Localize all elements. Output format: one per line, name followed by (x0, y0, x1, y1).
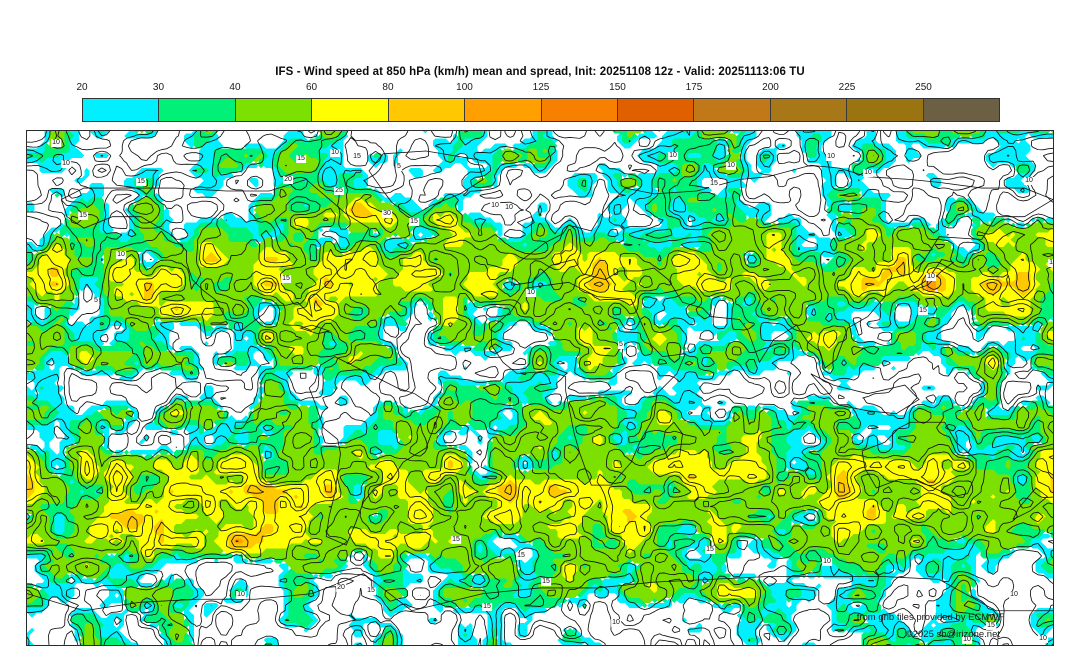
wind-band-60 (27, 197, 1053, 645)
contour-label: 5 (396, 163, 402, 171)
contour-label: 15 (709, 180, 719, 188)
spread-contour-5 (27, 131, 1053, 645)
colorbar-band-80 (388, 99, 466, 121)
contour-label: 10 (962, 636, 972, 644)
contour-label: 20 (283, 176, 293, 184)
contour-label: 10 (236, 591, 246, 599)
contour-label: 10 (822, 558, 832, 566)
contour-label: 15 (541, 578, 551, 586)
colorbar-bands (82, 98, 1000, 122)
map-frame[interactable]: 10 10 15 10 5 15 20 15 10 5 25 30 15 10 10 15 10 10 15 10 10… (26, 130, 1054, 646)
contour-label: 5 (618, 341, 624, 349)
wind-band-40 (27, 131, 1053, 645)
map-field-svg (27, 131, 1053, 645)
spread-contour-30 (56, 283, 845, 543)
colorbar-band-250 (923, 99, 1000, 121)
spread-contour-15 (27, 131, 1053, 645)
colorbar-tick-100: 100 (456, 82, 473, 93)
colorbar-tick-250: 250 (915, 82, 932, 93)
contour-label: 15 (409, 218, 419, 226)
contour-label: 10 (490, 202, 500, 210)
contour-label: 10 (330, 149, 340, 157)
contour-label: 15 (136, 178, 146, 186)
contour-label: 10 (51, 139, 61, 147)
contour-label: 15 (451, 536, 461, 544)
contour-label: 10 (1009, 591, 1019, 599)
contour-label: 10 (504, 204, 514, 212)
colorbar-band-40 (235, 99, 313, 121)
contour-label: 5 (93, 297, 99, 305)
colorbar-tick-175: 175 (685, 82, 703, 93)
contour-label: 10 (526, 289, 536, 297)
contour-label: 10 (668, 152, 678, 160)
colorbar-tick-40: 40 (229, 82, 241, 93)
colorbar-band-200 (770, 99, 848, 121)
data-source-credit: from grib files provided by ECMWF (856, 612, 1004, 623)
contour-label: 10 (1048, 259, 1053, 267)
colorbar: 20 30 40 60 80 100 125 150 175 200 225 250 (76, 82, 1000, 122)
spread-contour-25 (27, 155, 1053, 569)
colorbar-band-100 (465, 99, 542, 121)
contour-label: 10 (726, 162, 736, 170)
colorbar-band-175 (694, 99, 771, 121)
contour-label: 15 (78, 212, 88, 220)
contour-label: 15 (516, 552, 526, 560)
colorbar-band-125 (541, 99, 618, 121)
contour-label: 10 (1038, 635, 1048, 643)
contour-label: 15 (296, 155, 306, 163)
spread-contour-10 (27, 131, 1053, 645)
colorbar-band-225 (847, 99, 924, 121)
contour-label: 10 (61, 160, 71, 168)
colorbar-tick-225: 225 (838, 82, 856, 93)
contour-label: 15 (918, 307, 928, 315)
copyright-notice: ©2025 sb@irizone.net (905, 629, 1000, 640)
contour-label: 10 (926, 273, 936, 281)
colorbar-tick-125: 125 (532, 82, 550, 93)
colorbar-tick-80: 80 (382, 82, 394, 93)
contour-label: 10 (116, 251, 126, 259)
wind-band-80 (27, 202, 1053, 549)
colorbar-tick-30: 30 (152, 82, 165, 93)
colorbar-band-20 (83, 99, 160, 121)
contour-label: 25 (334, 187, 344, 195)
contour-label: 30 (382, 210, 392, 218)
colorbar-band-60 (312, 99, 389, 121)
contour-label: 10 (863, 169, 873, 177)
contour-label: 15 (366, 587, 376, 595)
colorbar-tick-20: 20 (76, 82, 88, 93)
page-title: IFS - Wind speed at 850 hPa (km/h) mean … (275, 66, 805, 78)
map-canvas (27, 131, 1053, 645)
colorbar-tick-150: 150 (609, 82, 626, 93)
contour-label: 15 (352, 153, 362, 161)
colorbar-tick-200: 200 (762, 82, 779, 93)
colorbar-band-30 (159, 99, 236, 121)
contour-label: 20 (336, 584, 346, 592)
contour-label: 15 (986, 622, 996, 630)
colorbar-band-150 (617, 99, 695, 121)
colorbar-tick-60: 60 (305, 82, 318, 93)
contour-label: 15 (482, 603, 492, 611)
contour-label: 15 (705, 546, 715, 554)
contour-label: 10 (826, 153, 836, 161)
contour-label: 10 (1024, 177, 1034, 185)
contour-label: 10 (611, 619, 621, 627)
colorbar-tick-labels: 20 30 40 60 80 100 125 150 175 200 225 250 (76, 82, 1000, 96)
contour-label: 15 (281, 275, 291, 283)
spread-contour-20 (27, 131, 1053, 645)
